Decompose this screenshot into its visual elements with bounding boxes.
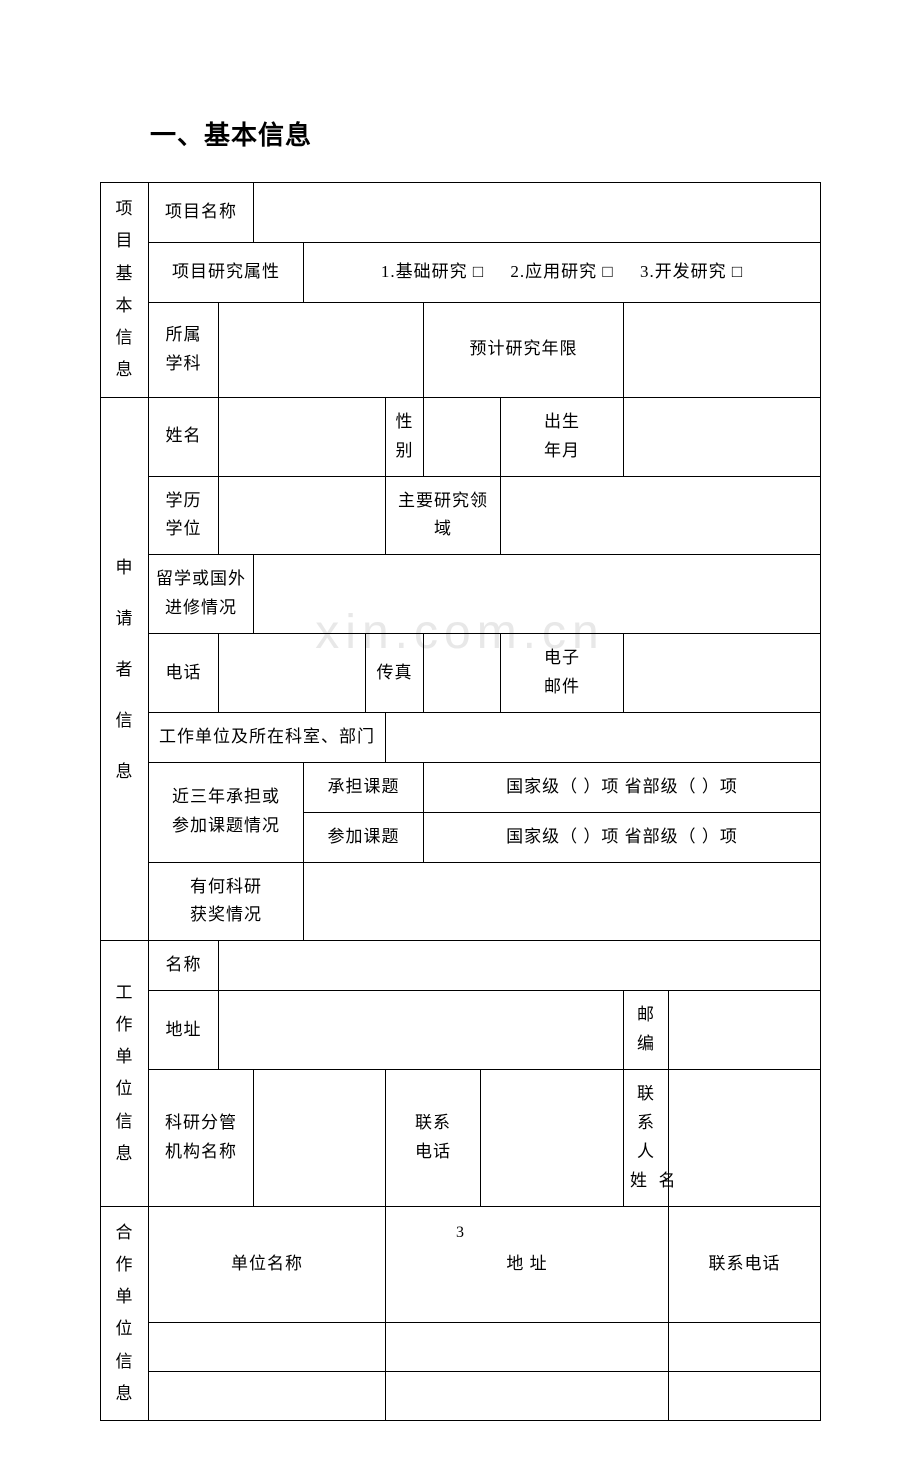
participate-value[interactable]: 国家级（ ）项 省部级（ ）项 (424, 812, 821, 862)
section-title: 一、基本信息 (150, 115, 820, 152)
project-name-value[interactable] (254, 183, 821, 243)
research-org-value[interactable] (254, 1070, 386, 1207)
abroad-value[interactable] (254, 555, 821, 634)
partner-row2-phone[interactable] (669, 1372, 821, 1421)
workunit-address-value[interactable] (219, 991, 624, 1070)
phone-label: 电话 (149, 634, 219, 713)
subject-label: 所属学科 (149, 303, 219, 398)
workunit-section-label: 工作单位信息 (101, 941, 149, 1206)
project-section-label: 项目基本信息 (101, 183, 149, 398)
undertake-label: 承担课题 (304, 762, 424, 812)
postcode-label: 邮编 (624, 991, 669, 1070)
education-value[interactable] (219, 476, 386, 555)
page-number: 3 (0, 1224, 920, 1242)
awards-value[interactable] (304, 862, 821, 941)
postcode-value[interactable] (669, 991, 821, 1070)
workunit-address-label: 地址 (149, 991, 219, 1070)
contact-name-value[interactable] (669, 1070, 821, 1207)
research-attr-label: 项目研究属性 (149, 243, 304, 303)
fax-label: 传真 (366, 634, 424, 713)
email-value[interactable] (624, 634, 821, 713)
recent-projects-label: 近三年承担或参加课题情况 (149, 762, 304, 862)
contact-phone-label: 联系电话 (386, 1070, 481, 1207)
partner-row1-phone[interactable] (669, 1323, 821, 1372)
work-dept-value[interactable] (386, 712, 821, 762)
workunit-name-label: 名称 (149, 941, 219, 991)
applicant-name-label: 姓名 (149, 397, 219, 476)
research-field-label: 主要研究领域 (386, 476, 501, 555)
email-label: 电子邮件 (501, 634, 624, 713)
applicant-name-value[interactable] (219, 397, 386, 476)
gender-value[interactable] (424, 397, 501, 476)
contact-name-label: 联系人姓 名 (624, 1070, 669, 1207)
birth-label: 出生年月 (501, 397, 624, 476)
phone-value[interactable] (219, 634, 366, 713)
participate-label: 参加课题 (304, 812, 424, 862)
undertake-value[interactable]: 国家级（ ）项 省部级（ ）项 (424, 762, 821, 812)
birth-value[interactable] (624, 397, 821, 476)
fax-value[interactable] (424, 634, 501, 713)
partner-row2-address[interactable] (386, 1372, 669, 1421)
workunit-name-value[interactable] (219, 941, 821, 991)
contact-phone-value[interactable] (481, 1070, 624, 1207)
research-field-value[interactable] (501, 476, 821, 555)
research-org-label: 科研分管机构名称 (149, 1070, 254, 1207)
partner-row1-address[interactable] (386, 1323, 669, 1372)
research-attr-options[interactable]: 1.基础研究 □ 2.应用研究 □ 3.开发研究 □ (304, 243, 821, 303)
gender-label: 性别 (386, 397, 424, 476)
partner-row1-name[interactable] (149, 1323, 386, 1372)
abroad-label: 留学或国外进修情况 (149, 555, 254, 634)
subject-value[interactable] (219, 303, 424, 398)
education-label: 学历学位 (149, 476, 219, 555)
project-name-label: 项目名称 (149, 183, 254, 243)
applicant-section-label: 申请者信息 (101, 397, 149, 941)
work-dept-label: 工作单位及所在科室、部门 (149, 712, 386, 762)
awards-label: 有何科研获奖情况 (149, 862, 304, 941)
duration-label: 预计研究年限 (424, 303, 624, 398)
partner-row2-name[interactable] (149, 1372, 386, 1421)
duration-value[interactable] (624, 303, 821, 398)
